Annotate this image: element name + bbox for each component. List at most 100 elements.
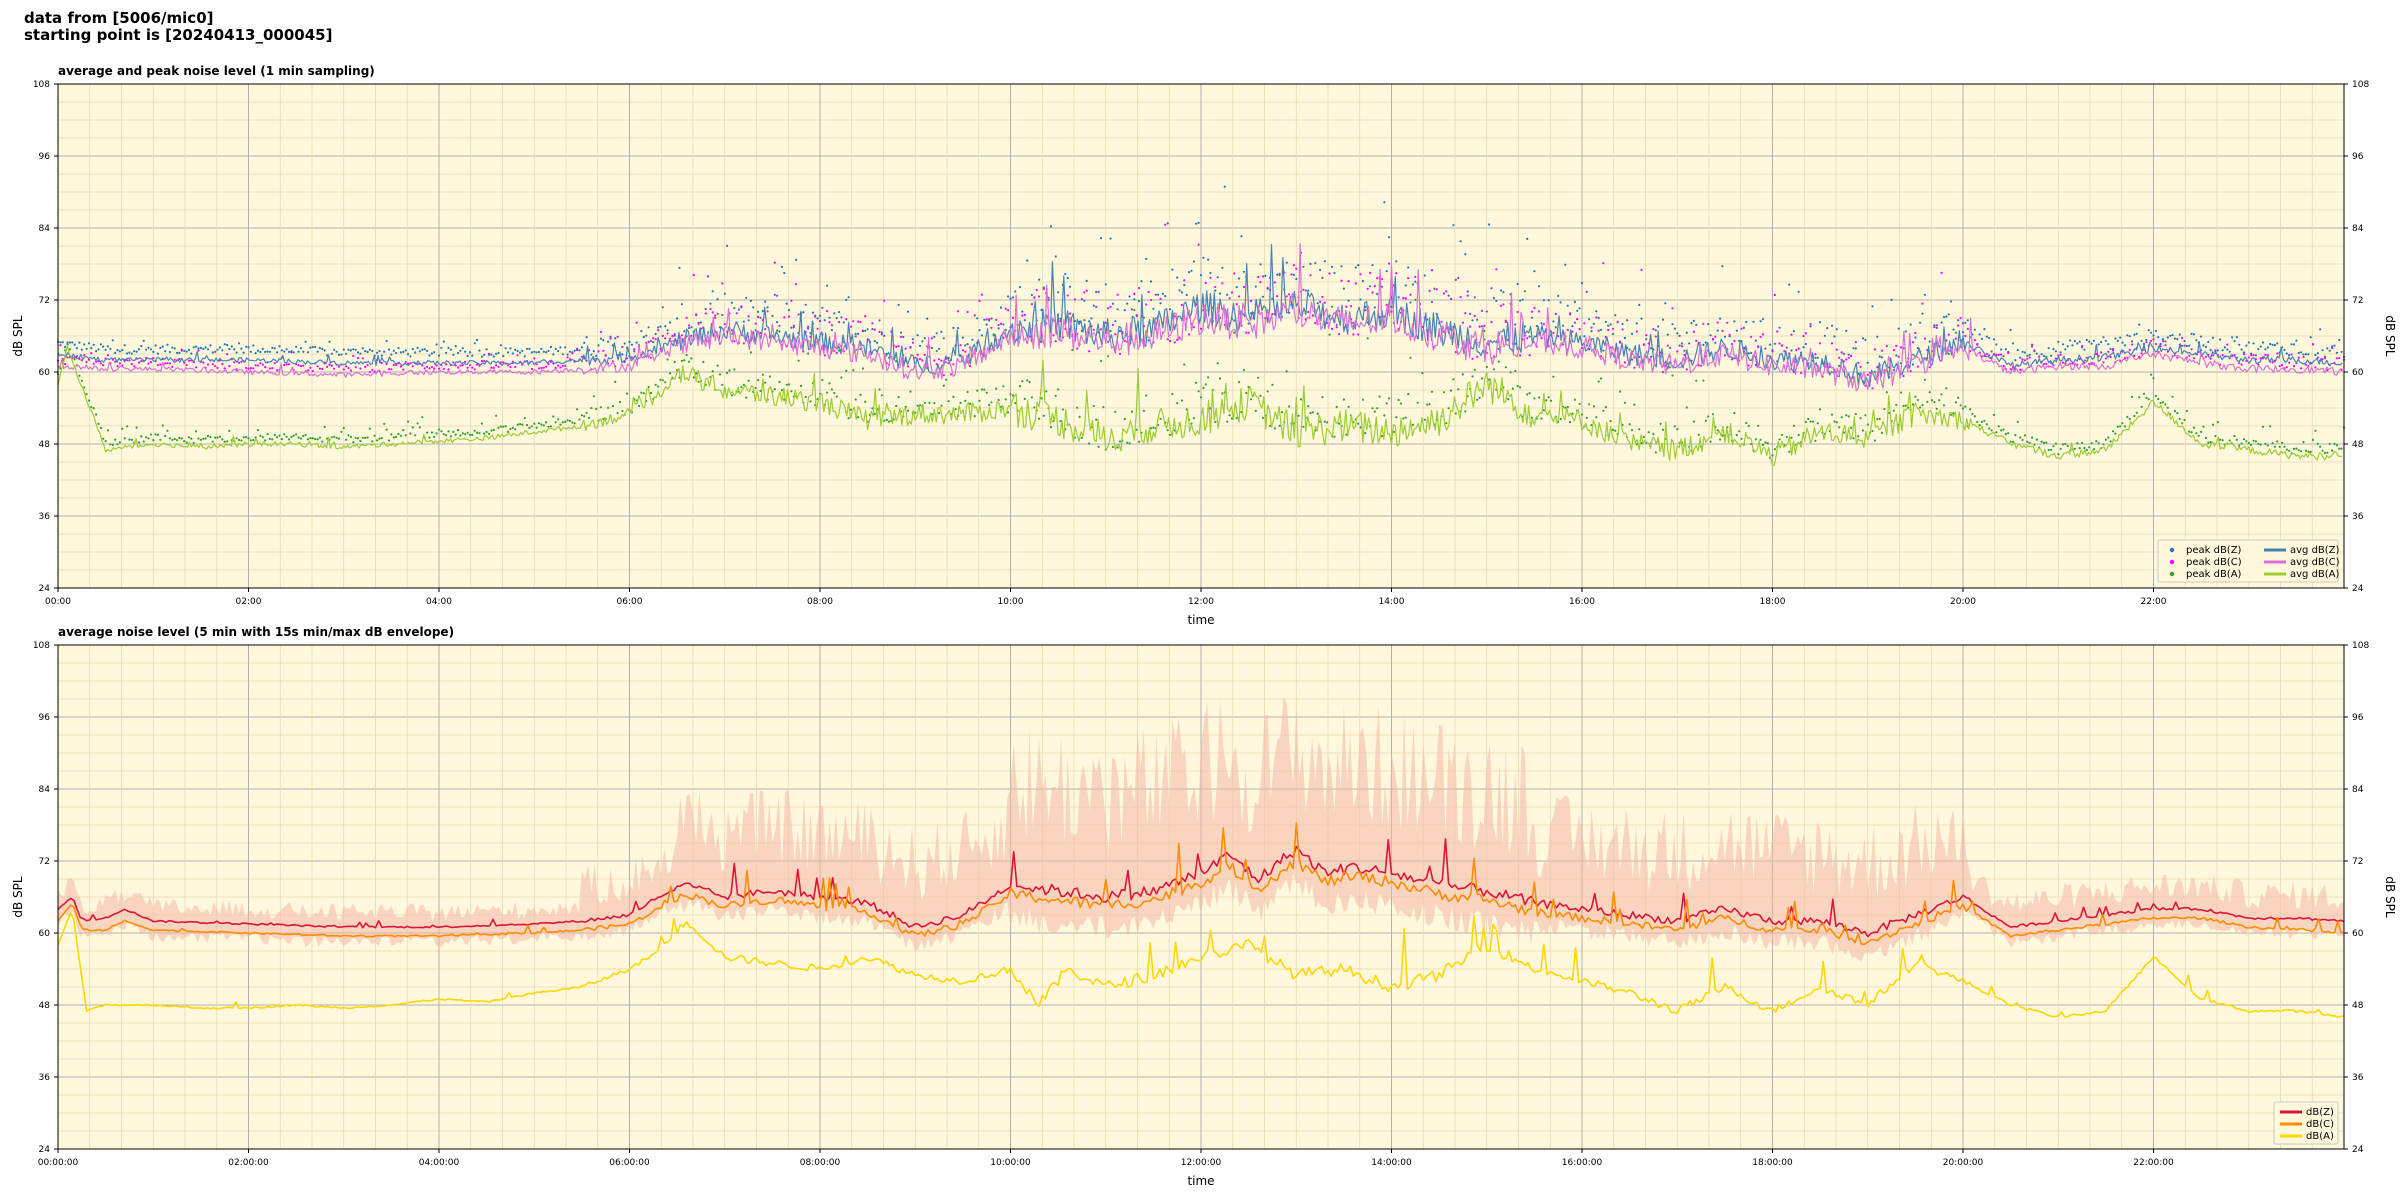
peak-point: [1207, 376, 1210, 379]
peak-point: [409, 355, 412, 358]
peak-point: [1066, 294, 1069, 297]
peak-point: [1599, 355, 1603, 358]
peak-point: [835, 317, 838, 320]
peak-point: [283, 433, 286, 436]
peak-point: [390, 368, 393, 371]
peak-point: [2297, 356, 2300, 359]
peak-point: [2131, 343, 2134, 346]
peak-point: [1033, 406, 1036, 409]
peak-point: [104, 440, 107, 443]
peak-point: [2038, 355, 2041, 358]
legend-label: dB(C): [2306, 1119, 2334, 1130]
peak-point: [540, 366, 543, 370]
peak-point: [816, 327, 819, 330]
peak-point: [2264, 442, 2267, 445]
peak-point: [1873, 439, 1876, 442]
peak-point: [1342, 287, 1345, 290]
peak-point: [1630, 358, 1634, 361]
peak-point: [99, 362, 102, 365]
peak-point: [137, 361, 141, 364]
peak-point: [87, 342, 91, 345]
peak-point: [664, 325, 667, 328]
peak-point: [1578, 402, 1581, 405]
peak-point: [75, 347, 79, 350]
peak-point: [1830, 413, 1834, 416]
peak-point: [1092, 328, 1095, 331]
peak-point: [209, 435, 212, 439]
peak-point: [73, 343, 76, 346]
peak-point: [1342, 398, 1345, 401]
peak-point: [980, 293, 984, 296]
peak-point: [1923, 378, 1926, 381]
peak-point: [1797, 290, 1800, 293]
peak-point: [1935, 407, 1938, 410]
peak-point: [1083, 299, 1086, 302]
peak-point: [1007, 309, 1010, 312]
peak-point: [1049, 225, 1053, 228]
peak-point: [221, 363, 224, 366]
peak-point: [754, 322, 757, 325]
peak-point: [952, 395, 955, 398]
peak-point: [1816, 422, 1819, 425]
peak-point: [1690, 322, 1693, 325]
peak-point: [1257, 376, 1260, 379]
peak-point: [1161, 292, 1164, 295]
peak-point: [297, 436, 300, 439]
peak-point: [1959, 404, 1962, 407]
peak-point: [666, 332, 669, 335]
peak-point: [1876, 418, 1879, 421]
peak-point: [216, 366, 219, 369]
peak-point: [1135, 314, 1138, 317]
peak-point: [1266, 390, 1269, 393]
peak-point: [1871, 387, 1874, 390]
peak-point: [1678, 334, 1681, 337]
peak-point: [342, 348, 345, 351]
peak-point: [580, 355, 584, 358]
peak-point: [757, 379, 760, 382]
peak-point: [292, 434, 295, 437]
peak-point: [1011, 296, 1015, 299]
peak-point: [2159, 342, 2162, 346]
peak-point: [1038, 278, 1041, 281]
peak-point: [535, 351, 538, 354]
peak-point: [702, 360, 705, 364]
peak-point: [192, 441, 195, 444]
peak-point: [830, 324, 834, 327]
peak-point: [1719, 438, 1722, 441]
peak-point: [1102, 406, 1105, 409]
peak-point: [2021, 438, 2024, 442]
peak-point: [1559, 417, 1562, 421]
peak-point: [1104, 283, 1107, 286]
peak-point: [1954, 331, 1957, 334]
peak-point: [1018, 385, 1022, 388]
peak-point: [1109, 330, 1112, 333]
peak-point: [1099, 328, 1103, 331]
peak-point: [73, 358, 76, 361]
peak-point: [361, 436, 364, 439]
peak-point: [759, 389, 762, 392]
peak-point: [1747, 424, 1750, 428]
peak-point: [64, 363, 67, 366]
peak-point: [1314, 321, 1317, 325]
peak-point: [1599, 377, 1603, 380]
y-tick-label: 36: [39, 1073, 51, 1083]
peak-point: [547, 425, 550, 428]
peak-point: [2204, 355, 2207, 358]
peak-point: [992, 333, 995, 336]
peak-point: [787, 309, 791, 312]
peak-point: [1166, 338, 1169, 341]
peak-point: [118, 441, 121, 444]
peak-point: [245, 366, 248, 370]
peak-point: [2183, 339, 2186, 343]
peak-point: [716, 312, 719, 315]
peak-point: [2078, 340, 2081, 343]
peak-point: [92, 362, 95, 365]
peak-point: [214, 350, 217, 353]
peak-point: [78, 341, 81, 344]
peak-point: [2257, 442, 2260, 445]
peak-point: [2185, 344, 2188, 348]
peak-point: [340, 353, 343, 356]
peak-point: [847, 296, 850, 299]
peak-point: [318, 367, 321, 370]
peak-point: [1190, 269, 1193, 272]
